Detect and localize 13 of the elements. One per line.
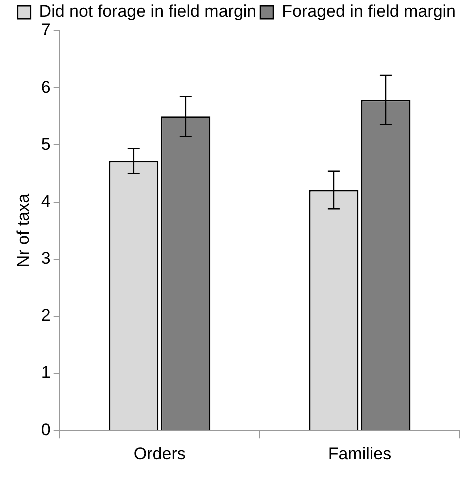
y-tick-label: 5 [41,134,51,154]
y-tick-label: 4 [41,192,51,211]
x-tick-label: Families [328,444,392,464]
legend-label: Foraged in field margin [282,2,456,22]
y-tick-label: 7 [41,20,51,40]
y-tick-label: 2 [41,306,51,326]
y-tick-label: 1 [41,363,51,382]
y-tick-label: 6 [41,78,51,97]
y-tick-label: 3 [41,249,51,268]
legend-label: Did not forage in field margin [39,2,257,22]
x-tick-label: Orders [134,444,186,464]
y-axis-title: Nr of taxa [14,193,33,268]
y-tick-label: 0 [41,420,51,440]
